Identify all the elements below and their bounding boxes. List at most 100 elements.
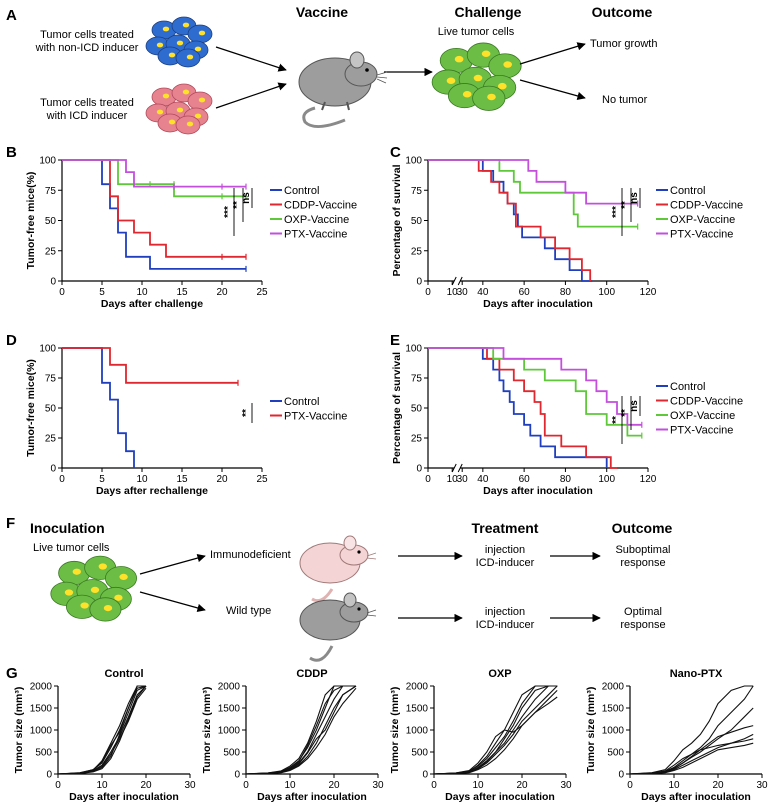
legend-label: OXP-Vaccine (670, 410, 735, 422)
x-tick-label: 10 (136, 287, 148, 298)
panel-e-label: E (390, 332, 400, 349)
panel-d-label: D (6, 332, 17, 349)
mouse-grey-icon (298, 51, 388, 128)
x-tick-label: 10 (472, 780, 484, 791)
x-tick-label: 10 (668, 780, 680, 791)
arrow-to-immunodeficient (139, 553, 206, 575)
x-tick-label: 0 (55, 780, 61, 791)
sig-label: ns (241, 192, 252, 204)
x-tick-label: 5 (99, 474, 105, 485)
panel-d-chart: D 0 5 10 15 20 25 0 25 50 75 100 Days after rechalle… (6, 332, 347, 497)
x-tick-label: 120 (640, 474, 657, 485)
y-tick-label: 25 (411, 434, 423, 445)
series-control-line (428, 159, 593, 282)
growth-line-m1 (433, 685, 558, 775)
cell-nucleus (72, 568, 81, 575)
y-axis-label: Tumor size (mm³) (389, 687, 401, 774)
x-tick-label: 100 (598, 287, 615, 298)
axis-lines (427, 348, 455, 469)
y-tick-label: 2000 (218, 682, 241, 693)
arrow-to-wild-type (139, 591, 206, 613)
panel-b-chart: B 0 5 10 15 20 25 0 25 50 75 100 Days after challeng… (6, 144, 357, 310)
f-live-tumor-cells: Live tumor cells (33, 542, 110, 554)
injection-2: injection (485, 606, 525, 618)
cell-nucleus (156, 42, 164, 48)
sig-label: ** (611, 416, 622, 424)
cell-nucleus (176, 40, 184, 46)
cell-nucleus (198, 30, 206, 36)
y-tick-label: 50 (411, 216, 423, 227)
y-tick-label: 100 (405, 344, 422, 355)
treatment-header: Treatment (472, 520, 539, 536)
y-tick-label: 50 (45, 404, 57, 415)
wild-type-label: Wild type (226, 605, 271, 617)
y-tick-label: 2000 (30, 682, 53, 693)
x-tick-label: 25 (256, 474, 268, 485)
panel-b-label: B (6, 144, 17, 161)
growth-title: CDDP (296, 668, 327, 680)
x-tick-label: 120 (640, 287, 657, 298)
cell-nucleus (186, 54, 194, 60)
cell-nucleus (462, 91, 472, 98)
axis-break-mark (451, 463, 463, 473)
legend-label: Control (284, 396, 319, 408)
arrow-to-no-tumor (519, 79, 586, 101)
cell-nucleus (182, 89, 190, 95)
optimal-1: Optimal (624, 606, 662, 618)
x-tick-label: 30 (457, 287, 469, 298)
vaccine-header: Vaccine (296, 4, 348, 20)
growth-line-m7 (245, 685, 357, 775)
y-tick-label: 500 (223, 748, 240, 759)
x-tick-label: 25 (256, 287, 268, 298)
panel-c-label: C (390, 144, 401, 161)
cell-nucleus (503, 61, 513, 68)
arrow-icd-to-vaccine (215, 82, 287, 109)
icd-inducer-2: ICD-inducer (476, 619, 535, 631)
x-tick-label: 20 (216, 287, 228, 298)
growth-line-m1 (629, 685, 754, 775)
y-tick-label: 1000 (406, 726, 429, 737)
growth-line-m3 (629, 707, 754, 775)
x-tick-label: 15 (176, 287, 188, 298)
y-tick-label: 100 (39, 344, 56, 355)
y-tick-label: 75 (45, 186, 57, 197)
sig-label: *** (611, 206, 622, 218)
immunodeficient-label: Immunodeficient (210, 549, 291, 561)
y-tick-label: 500 (35, 748, 52, 759)
legend-label: PTX-Vaccine (284, 229, 347, 241)
legend-label: CDDP-Vaccine (670, 396, 743, 408)
cell-nucleus (446, 77, 456, 84)
growth-line-m7 (433, 685, 558, 775)
x-tick-label: 0 (425, 474, 431, 485)
sig-label: ** (232, 201, 243, 209)
y-tick-label: 1500 (30, 704, 53, 715)
x-tick-label: 10 (284, 780, 296, 791)
growth-line-m2 (433, 685, 558, 775)
cell-nucleus (497, 82, 507, 90)
axis-lines (61, 348, 262, 469)
panel-g3-growth-chart: OXP 0 10 20 30 0 500 1000 1500 2000 Days after ino… (389, 668, 572, 803)
legend-label: OXP-Vaccine (670, 214, 735, 226)
series-ptx-vaccine-line (428, 159, 638, 205)
series-oxp-vaccine-line (428, 159, 638, 228)
panel-g-label: G (6, 665, 18, 682)
x-tick-label: 10 (96, 780, 108, 791)
y-tick-label: 1500 (602, 704, 625, 715)
y-tick-label: 75 (411, 186, 423, 197)
y-tick-label: 1000 (218, 726, 241, 737)
y-tick-label: 0 (416, 277, 422, 288)
cell-nucleus (80, 602, 89, 609)
x-axis-label: Days after rechallenge (96, 485, 208, 497)
blue-tumor-cells (145, 16, 213, 68)
legend-label: CDDP-Vaccine (670, 200, 743, 212)
y-tick-label: 0 (234, 770, 240, 781)
cell-nucleus (481, 50, 491, 57)
suboptimal-1: Suboptimal (615, 544, 670, 556)
series-ptx-vaccine-line (62, 159, 246, 188)
x-tick-label: 10 (447, 474, 459, 485)
sig-label: *** (223, 206, 234, 218)
icd-label-2: with ICD inducer (46, 110, 128, 122)
y-axis-label: Tumor size (mm³) (201, 687, 213, 774)
